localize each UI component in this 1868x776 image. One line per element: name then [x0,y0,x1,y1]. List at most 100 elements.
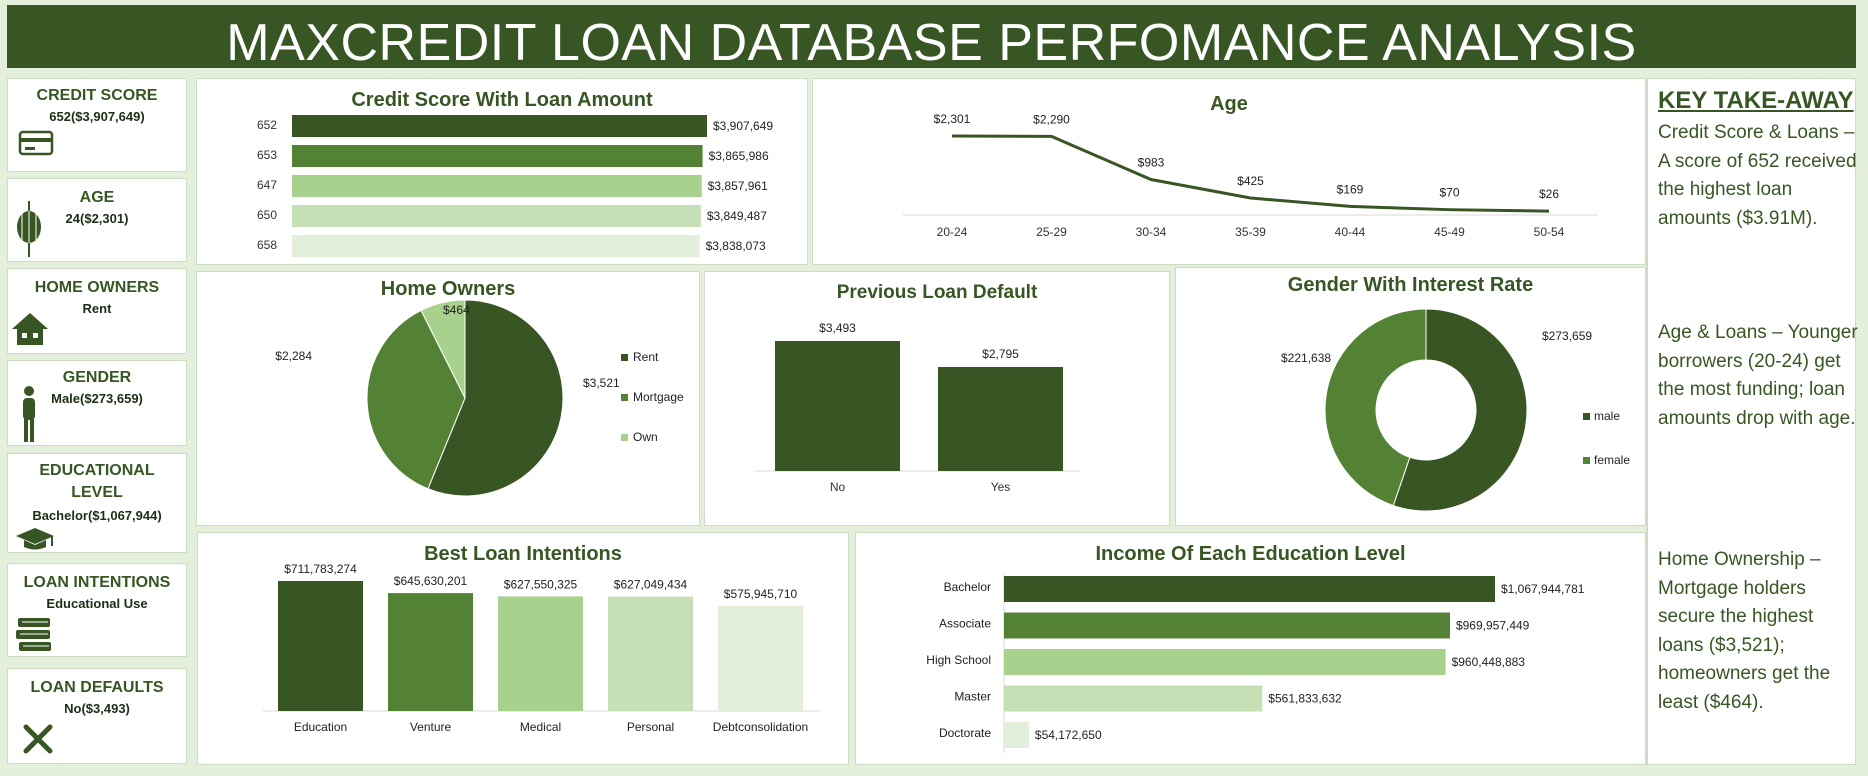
legend-label: male [1594,409,1620,423]
y-tick-label: 647 [257,178,277,192]
age-chart: $2,301 20-24 $2,290 25-29 $983 30-34 $425 35-39… [903,112,1598,239]
education-income-chart: Bachelor $1,067,944,781 Associate $969,957,… [926,573,1585,753]
data-label: $3,857,961 [708,179,768,193]
data-label: $3,907,649 [713,119,773,133]
loan-intentions-chart: $711,783,274 Education $645,630,201 Venture… [263,562,820,734]
x-tick-label: 45-49 [1434,225,1465,239]
x-tick-label: 25-29 [1036,225,1067,239]
x-tick-label: 50-54 [1534,225,1565,239]
data-label: $169 [1337,182,1364,196]
y-tick-label: 658 [257,238,277,252]
data-label: $627,049,434 [614,577,688,591]
data-label: $3,521 [583,376,620,390]
house-icon [12,313,48,345]
y-tick-label: 653 [257,148,277,162]
kpi-gender: GENDER Male($273,659) [7,360,187,446]
bar [1004,576,1495,602]
data-label: $70 [1439,186,1459,200]
y-tick-label: Master [954,690,991,704]
kpi-title: HOME OWNERS [34,279,160,296]
data-label: $969,957,449 [1456,619,1530,633]
data-label: $575,945,710 [724,587,798,601]
education-income-chart-panel: Income Of Each Education Level Bachelor $… [855,532,1646,765]
x-tick-label: Medical [520,720,561,734]
books-icon [16,618,51,651]
kpi-title: EDUCATIONAL [39,462,155,479]
bar [292,235,700,257]
kpi-educational-level: EDUCATIONAL LEVEL Bachelor($1,067,944) [7,453,187,553]
data-label: $627,550,325 [504,577,578,591]
data-label: $2,284 [275,349,312,363]
x-tick-label: Yes [991,480,1011,494]
kpi-credit-score: CREDIT SCORE 652($3,907,649) [7,78,187,172]
y-tick-label: 650 [257,208,277,222]
kpi-title: GENDER [62,369,132,386]
kpi-value: Rent [82,301,112,316]
kpi-title: CREDIT SCORE [36,87,158,104]
y-tick-label: High School [926,653,991,667]
y-tick-label: Bachelor [944,580,991,594]
age-chart-panel: Age $2,301 20-24 $2,290 25-29 $983 30-34 $425 3… [812,78,1646,265]
chart-title: Credit Score With Loan Amount [351,89,653,111]
x-tick-label: Education [294,720,347,734]
bar [388,593,473,711]
pie-slice [420,299,466,399]
x-tick-label: No [830,480,846,494]
bar [775,341,900,471]
data-label: $3,493 [819,321,856,335]
legend-swatch [621,394,628,401]
bar [718,605,803,711]
takeaway-title: KEY TAKE-AWAY [1658,87,1854,114]
data-label: $960,448,883 [1452,655,1526,669]
kpi-value: No($3,493) [64,701,130,716]
data-label: $425 [1237,174,1264,188]
data-label: $561,833,632 [1268,692,1342,706]
kpi-loan-intentions: LOAN INTENTIONS Educational Use [7,563,187,657]
x-tick-label: Venture [410,720,452,734]
data-label: $221,638 [1281,351,1331,365]
data-label: $54,172,650 [1035,728,1102,742]
bar [292,145,703,167]
bar [292,115,707,137]
bar [1004,722,1029,748]
bar [292,205,701,227]
person-icon [23,386,35,442]
legend-swatch [621,434,628,441]
graduation-cap-icon [16,528,54,550]
bar [1004,685,1263,712]
legend-label: Rent [633,350,659,364]
x-tick-label: 20-24 [937,225,968,239]
legend-label: Mortgage [633,390,684,404]
chart-title: Home Owners [380,278,516,300]
home-owners-chart: $3,521 $2,284 $464 Rent Mortgage Own [275,299,684,497]
kpi-title: LOAN DEFAULTS [30,679,164,696]
chart-title: Best Loan Intentions [424,543,622,565]
donut-slice [1392,308,1528,512]
data-label: $983 [1138,156,1165,170]
gender-interest-chart: $273,659 $221,638 male female [1281,308,1630,512]
bar [1004,612,1450,639]
x-tick-label: 30-34 [1136,225,1167,239]
kpi-title: AGE [79,189,115,206]
legend-swatch [1583,457,1590,464]
bar [278,581,363,711]
credit-score-chart: 652 $3,907,649 653 $3,865,986 647 $3,857,961 6… [257,115,773,257]
loan-intentions-chart-panel: Best Loan Intentions $711,783,274 Educati… [197,532,849,765]
data-label: $464 [443,303,470,317]
chart-title: Income Of Each Education Level [1095,543,1406,565]
series-line [951,134,1550,213]
x-tick-label: Debtconsolidation [713,720,808,734]
kpi-value: 24($2,301) [65,211,129,226]
legend-label: female [1594,453,1630,467]
lantern-icon [17,201,41,257]
key-takeaway-panel: KEY TAKE-AWAY Credit Score & Loans – A s… [1646,78,1858,765]
data-label: $273,659 [1542,329,1592,343]
data-label: $711,783,274 [284,562,357,576]
kpi-loan-defaults: LOAN DEFAULTS No($3,493) [7,668,187,764]
bar [608,596,693,711]
bar [938,366,1063,471]
pie-slice [366,309,466,490]
donut-slice [1324,308,1427,507]
data-label: $3,849,487 [707,209,767,223]
bar [498,596,583,711]
